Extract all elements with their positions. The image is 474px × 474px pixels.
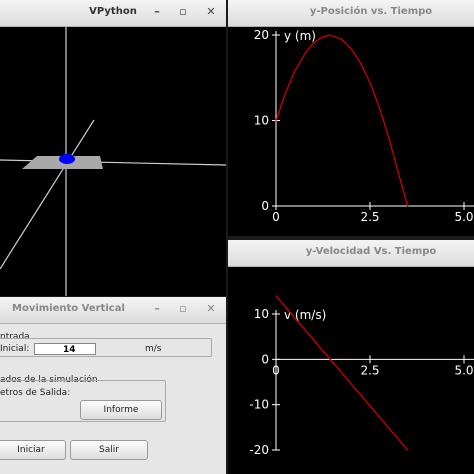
minimize-icon[interactable]: – (154, 5, 160, 18)
y-tick-label: 0 (261, 352, 269, 366)
data-point (388, 137, 390, 139)
y-tick-label: -10 (249, 398, 269, 412)
exit-button[interactable]: Salir (70, 440, 148, 460)
maximize-icon[interactable]: ▫ (179, 5, 187, 18)
vpython-3d-scene[interactable] (0, 27, 226, 296)
data-point (275, 119, 277, 122)
data-point (341, 38, 343, 40)
data-point (407, 449, 409, 451)
position-graph-canvas: 0 2.5 5.0 0 10 20 y (m) (228, 27, 474, 236)
data-point (397, 172, 399, 174)
x-tick-label: 5.0 (454, 363, 473, 377)
vpython-titlebar[interactable]: VPython – ▫ ✕ (0, 0, 226, 27)
velocity-label: Inicial: (0, 344, 30, 354)
x-tick-label: 0 (272, 210, 280, 224)
data-line (275, 295, 409, 451)
control-window: Movimiento Vertical – ▫ ✕ ntrada Inicial… (0, 297, 226, 474)
data-point (303, 54, 305, 56)
maximize-icon[interactable]: ▫ (179, 302, 187, 315)
y-tick-label: -20 (249, 443, 269, 457)
data-point (360, 62, 362, 64)
data-point (284, 92, 286, 94)
control-title: Movimiento Vertical (12, 303, 125, 314)
x-tick-label: 0 (272, 363, 280, 377)
data-point (350, 48, 352, 50)
position-graph-window: y-Posición vs. Tiempo 0 2.5 5.0 0 10 20 y (m) (228, 0, 474, 236)
velocity-graph-window: y-Velocidad Vs. Tiempo 0 2.5 5.0 10 0 -10 -20 v… (228, 240, 474, 474)
velocity-input[interactable]: 14 (34, 343, 96, 355)
minimize-icon[interactable]: – (154, 302, 160, 315)
report-button[interactable]: Informe (80, 400, 162, 420)
y-tick-label: 10 (254, 307, 269, 321)
position-graph-titlebar[interactable]: y-Posición vs. Tiempo (228, 0, 474, 27)
y-axis-label: v (m/s) (284, 308, 326, 322)
vpython-window: VPython – ▫ ✕ (0, 0, 226, 296)
z-axis-line (0, 119, 95, 270)
input-group (0, 338, 212, 357)
velocity-graph-title: y-Velocidad Vs. Tiempo (305, 246, 437, 257)
data-point (378, 107, 380, 109)
input-group-label: ntrada (0, 332, 30, 342)
data-point (369, 82, 371, 84)
start-button[interactable]: Iniciar (0, 440, 66, 460)
data-point (275, 295, 277, 297)
scene-svg (0, 27, 226, 296)
data-point (322, 36, 324, 38)
y-tick-label: 20 (254, 28, 269, 42)
velocity-graph-titlebar[interactable]: y-Velocidad Vs. Tiempo (228, 240, 474, 267)
y-axis-label: y (m) (284, 29, 316, 43)
vpython-title: VPython (89, 6, 137, 17)
x-tick-label: 2.5 (360, 210, 379, 224)
position-graph-title: y-Posición vs. Tiempo (309, 6, 433, 17)
data-point (294, 70, 296, 72)
data-point (329, 34, 331, 36)
y-tick-label: 0 (261, 199, 269, 213)
data-point (313, 42, 315, 44)
velocity-graph-canvas: 0 2.5 5.0 10 0 -10 -20 v (m/s) (228, 267, 474, 474)
params-label: etros de Salida: (0, 388, 71, 398)
close-icon[interactable]: ✕ (206, 5, 216, 18)
data-point (407, 205, 409, 207)
data-line (275, 34, 409, 207)
ball (59, 154, 75, 164)
x-tick-label: 5.0 (454, 210, 473, 224)
y-tick-label: 10 (254, 114, 269, 128)
control-panel: ntrada Inicial: 14 m/s ados de la simula… (0, 324, 226, 474)
results-group (0, 380, 166, 422)
velocity-chart: 0 2.5 5.0 10 0 -10 -20 v (m/s) (249, 295, 474, 457)
control-titlebar[interactable]: Movimiento Vertical – ▫ ✕ (0, 297, 226, 324)
x-tick-label: 2.5 (360, 363, 379, 377)
velocity-unit: m/s (145, 344, 162, 354)
close-icon[interactable]: ✕ (206, 302, 216, 315)
position-chart: 0 2.5 5.0 0 10 20 y (m) (254, 28, 474, 224)
